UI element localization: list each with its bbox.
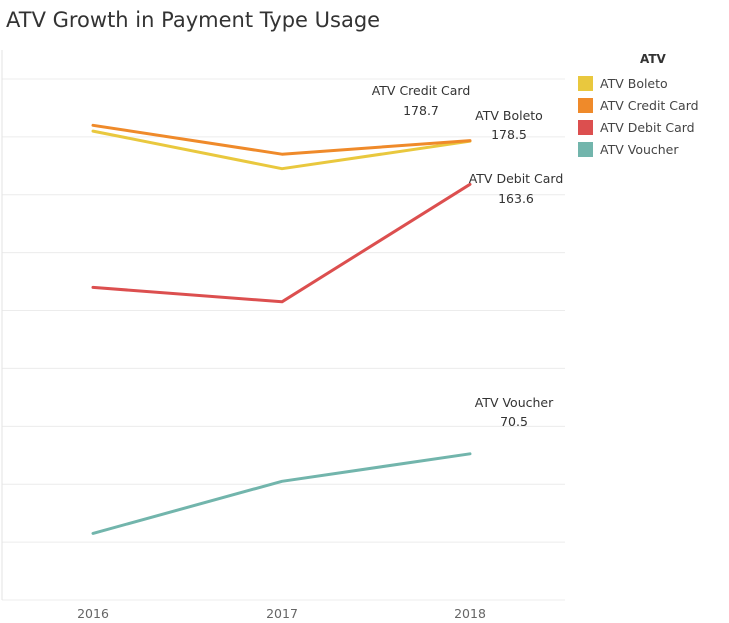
series-line-atv-debit-card[interactable] [91,182,472,304]
series-line-atv-boleto[interactable] [91,129,472,171]
legend-title: ATV [640,52,666,66]
data-label-name: ATV Debit Card [469,171,564,186]
legend-item-credit-card[interactable]: ATV Credit Card [578,94,728,116]
legend: ATV ATV Boleto ATV Credit Card ATV Debit… [578,52,728,160]
series-line-atv-voucher[interactable] [91,452,472,535]
legend-swatch-debit-card [578,119,593,135]
legend-item-boleto[interactable]: ATV Boleto [578,72,728,94]
series-lines [91,123,472,535]
legend-label: ATV Debit Card [600,119,695,135]
legend-label: ATV Voucher [600,141,679,157]
data-label-value: 178.5 [491,127,527,142]
legend-swatch-voucher [578,141,593,157]
data-label-name: ATV Voucher [475,395,554,410]
legend-swatch-boleto [578,75,593,91]
data-label-value: 163.6 [498,191,534,206]
x-tick-label: 2018 [454,606,486,621]
data-label-value: 70.5 [500,414,528,429]
legend-item-voucher[interactable]: ATV Voucher [578,138,728,160]
x-tick-label: 2017 [266,606,298,621]
data-labels: ATV Credit Card 178.7 ATV Boleto 178.5 ATV D… [372,83,564,429]
legend-swatch-credit-card [578,97,593,113]
legend-label: ATV Credit Card [600,97,699,113]
x-tick-label: 2016 [77,606,109,621]
data-label-name: ATV Boleto [475,108,543,123]
gridlines [2,78,565,601]
chart-title: ATV Growth in Payment Type Usage [6,8,381,32]
legend-item-debit-card[interactable]: ATV Debit Card [578,116,728,138]
series-line-atv-credit-card[interactable] [91,123,472,156]
legend-label: ATV Boleto [600,75,668,91]
x-axis-ticks: 2016 2017 2018 [77,606,486,621]
data-label-name: ATV Credit Card [372,83,471,98]
data-label-value: 178.7 [403,103,439,118]
